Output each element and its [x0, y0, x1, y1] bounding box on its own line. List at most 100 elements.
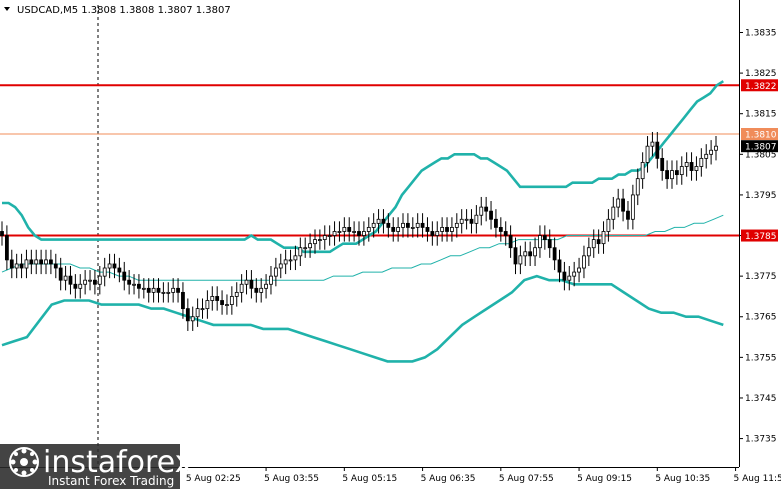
candle-body [616, 198, 621, 208]
candle-body [53, 263, 58, 269]
candle-body [401, 222, 405, 228]
candle-body [278, 263, 283, 269]
level-badge-1.3822-label: 1.3822 [745, 82, 777, 92]
candle-body [332, 231, 337, 236]
candle-body [171, 287, 176, 293]
candle-body [601, 231, 606, 245]
candle-body [322, 235, 327, 240]
x-axis-ticks: 5 Aug 02:25 5 Aug 03:55 5 Aug 05:15 5 Aug 0… [186, 467, 781, 484]
candle-body [49, 259, 53, 265]
candle-body [68, 275, 73, 285]
candle-body [229, 296, 234, 305]
candle-body [494, 218, 498, 228]
candle-body [117, 267, 122, 273]
candle-body [547, 239, 552, 249]
candle-body [523, 251, 528, 257]
candle-body [572, 271, 577, 277]
candle-body [645, 145, 650, 163]
candle-body [670, 170, 674, 180]
candle-body [327, 235, 332, 237]
candle-body [552, 247, 557, 261]
collapse-triangle-icon[interactable] [4, 7, 10, 11]
candle-body [406, 222, 410, 228]
candle-body [215, 296, 220, 301]
candle-body [185, 308, 190, 322]
current-price-badge-label: 1.3807 [745, 143, 777, 153]
candle-body [606, 218, 611, 232]
candle-body [112, 263, 117, 269]
candle-body [582, 255, 586, 269]
candle-body [0, 231, 4, 236]
candle-body [303, 247, 308, 250]
candle-body [650, 141, 655, 147]
candle-body [557, 259, 562, 273]
candle-body [503, 231, 508, 236]
candle-body [361, 231, 366, 236]
candle-body [694, 166, 699, 171]
x-tick-label: 5 Aug 06:35 [421, 474, 476, 484]
candle-body [58, 267, 63, 281]
candle-body [146, 287, 151, 293]
candle-body [161, 291, 166, 294]
candle-body [102, 267, 107, 277]
candle-body [63, 275, 68, 281]
candle-body [596, 239, 601, 245]
candle-body [665, 170, 669, 180]
x-tick-label: 5 Aug 07:55 [499, 474, 554, 484]
candle-body [78, 283, 83, 289]
watermark-brand: instaforex [43, 445, 192, 480]
watermark-subtitle: Instant Forex Trading [48, 474, 174, 488]
candle-body [151, 287, 156, 293]
candle-body [660, 157, 665, 171]
candle-body [591, 239, 596, 249]
instaforex-logo-icon [9, 447, 39, 477]
candle-body [626, 210, 630, 220]
candle-body [357, 231, 361, 236]
watermark-background [0, 444, 180, 489]
candle-body [200, 308, 205, 311]
candle-body [454, 222, 459, 228]
candle-body [317, 239, 322, 241]
candle-body [254, 287, 259, 293]
candle-body [714, 145, 718, 151]
candle-body [352, 231, 357, 233]
candle-body [425, 227, 430, 232]
candle-body [689, 162, 694, 171]
candle-body [264, 283, 268, 289]
candle-body [83, 279, 88, 285]
candle-body [107, 263, 112, 269]
candle-body [430, 231, 435, 236]
candle-body [440, 227, 445, 232]
candle-body [498, 227, 503, 232]
candle-body [542, 235, 547, 240]
candle-body [259, 287, 264, 293]
candle-body [249, 279, 254, 289]
chart-title-text: USDCAD,M5 1.3808 1.3808 1.3807 1.3807 [17, 5, 231, 16]
candle-body [39, 259, 44, 265]
candle-body [220, 300, 224, 305]
y-tick-label: 1.3775 [745, 272, 777, 282]
candle-body [376, 218, 381, 224]
candle-body [674, 170, 679, 176]
level-badge-1.3810-label: 1.3810 [745, 131, 777, 141]
price-badges: 1.3822 1.3810 1.3785 1.3807 [741, 79, 778, 242]
watermark: instaforex Instant Forex Trading [0, 444, 192, 489]
candle-body [538, 235, 542, 249]
candle-body [513, 247, 518, 265]
candle-body [469, 218, 474, 224]
lower-band-line [1, 274, 724, 363]
candle-body [567, 275, 572, 281]
candle-body [709, 149, 714, 155]
candle-body [176, 287, 180, 293]
candle-body [435, 231, 440, 236]
candle-body [244, 279, 249, 285]
candle-body [621, 198, 625, 212]
candle-body [562, 271, 567, 281]
candle-body [386, 222, 391, 228]
candle-body [269, 275, 273, 285]
candle-body [640, 162, 645, 180]
candle-body [337, 231, 342, 233]
candle-body [528, 251, 533, 257]
candles [0, 131, 718, 331]
candle-body [9, 259, 14, 269]
